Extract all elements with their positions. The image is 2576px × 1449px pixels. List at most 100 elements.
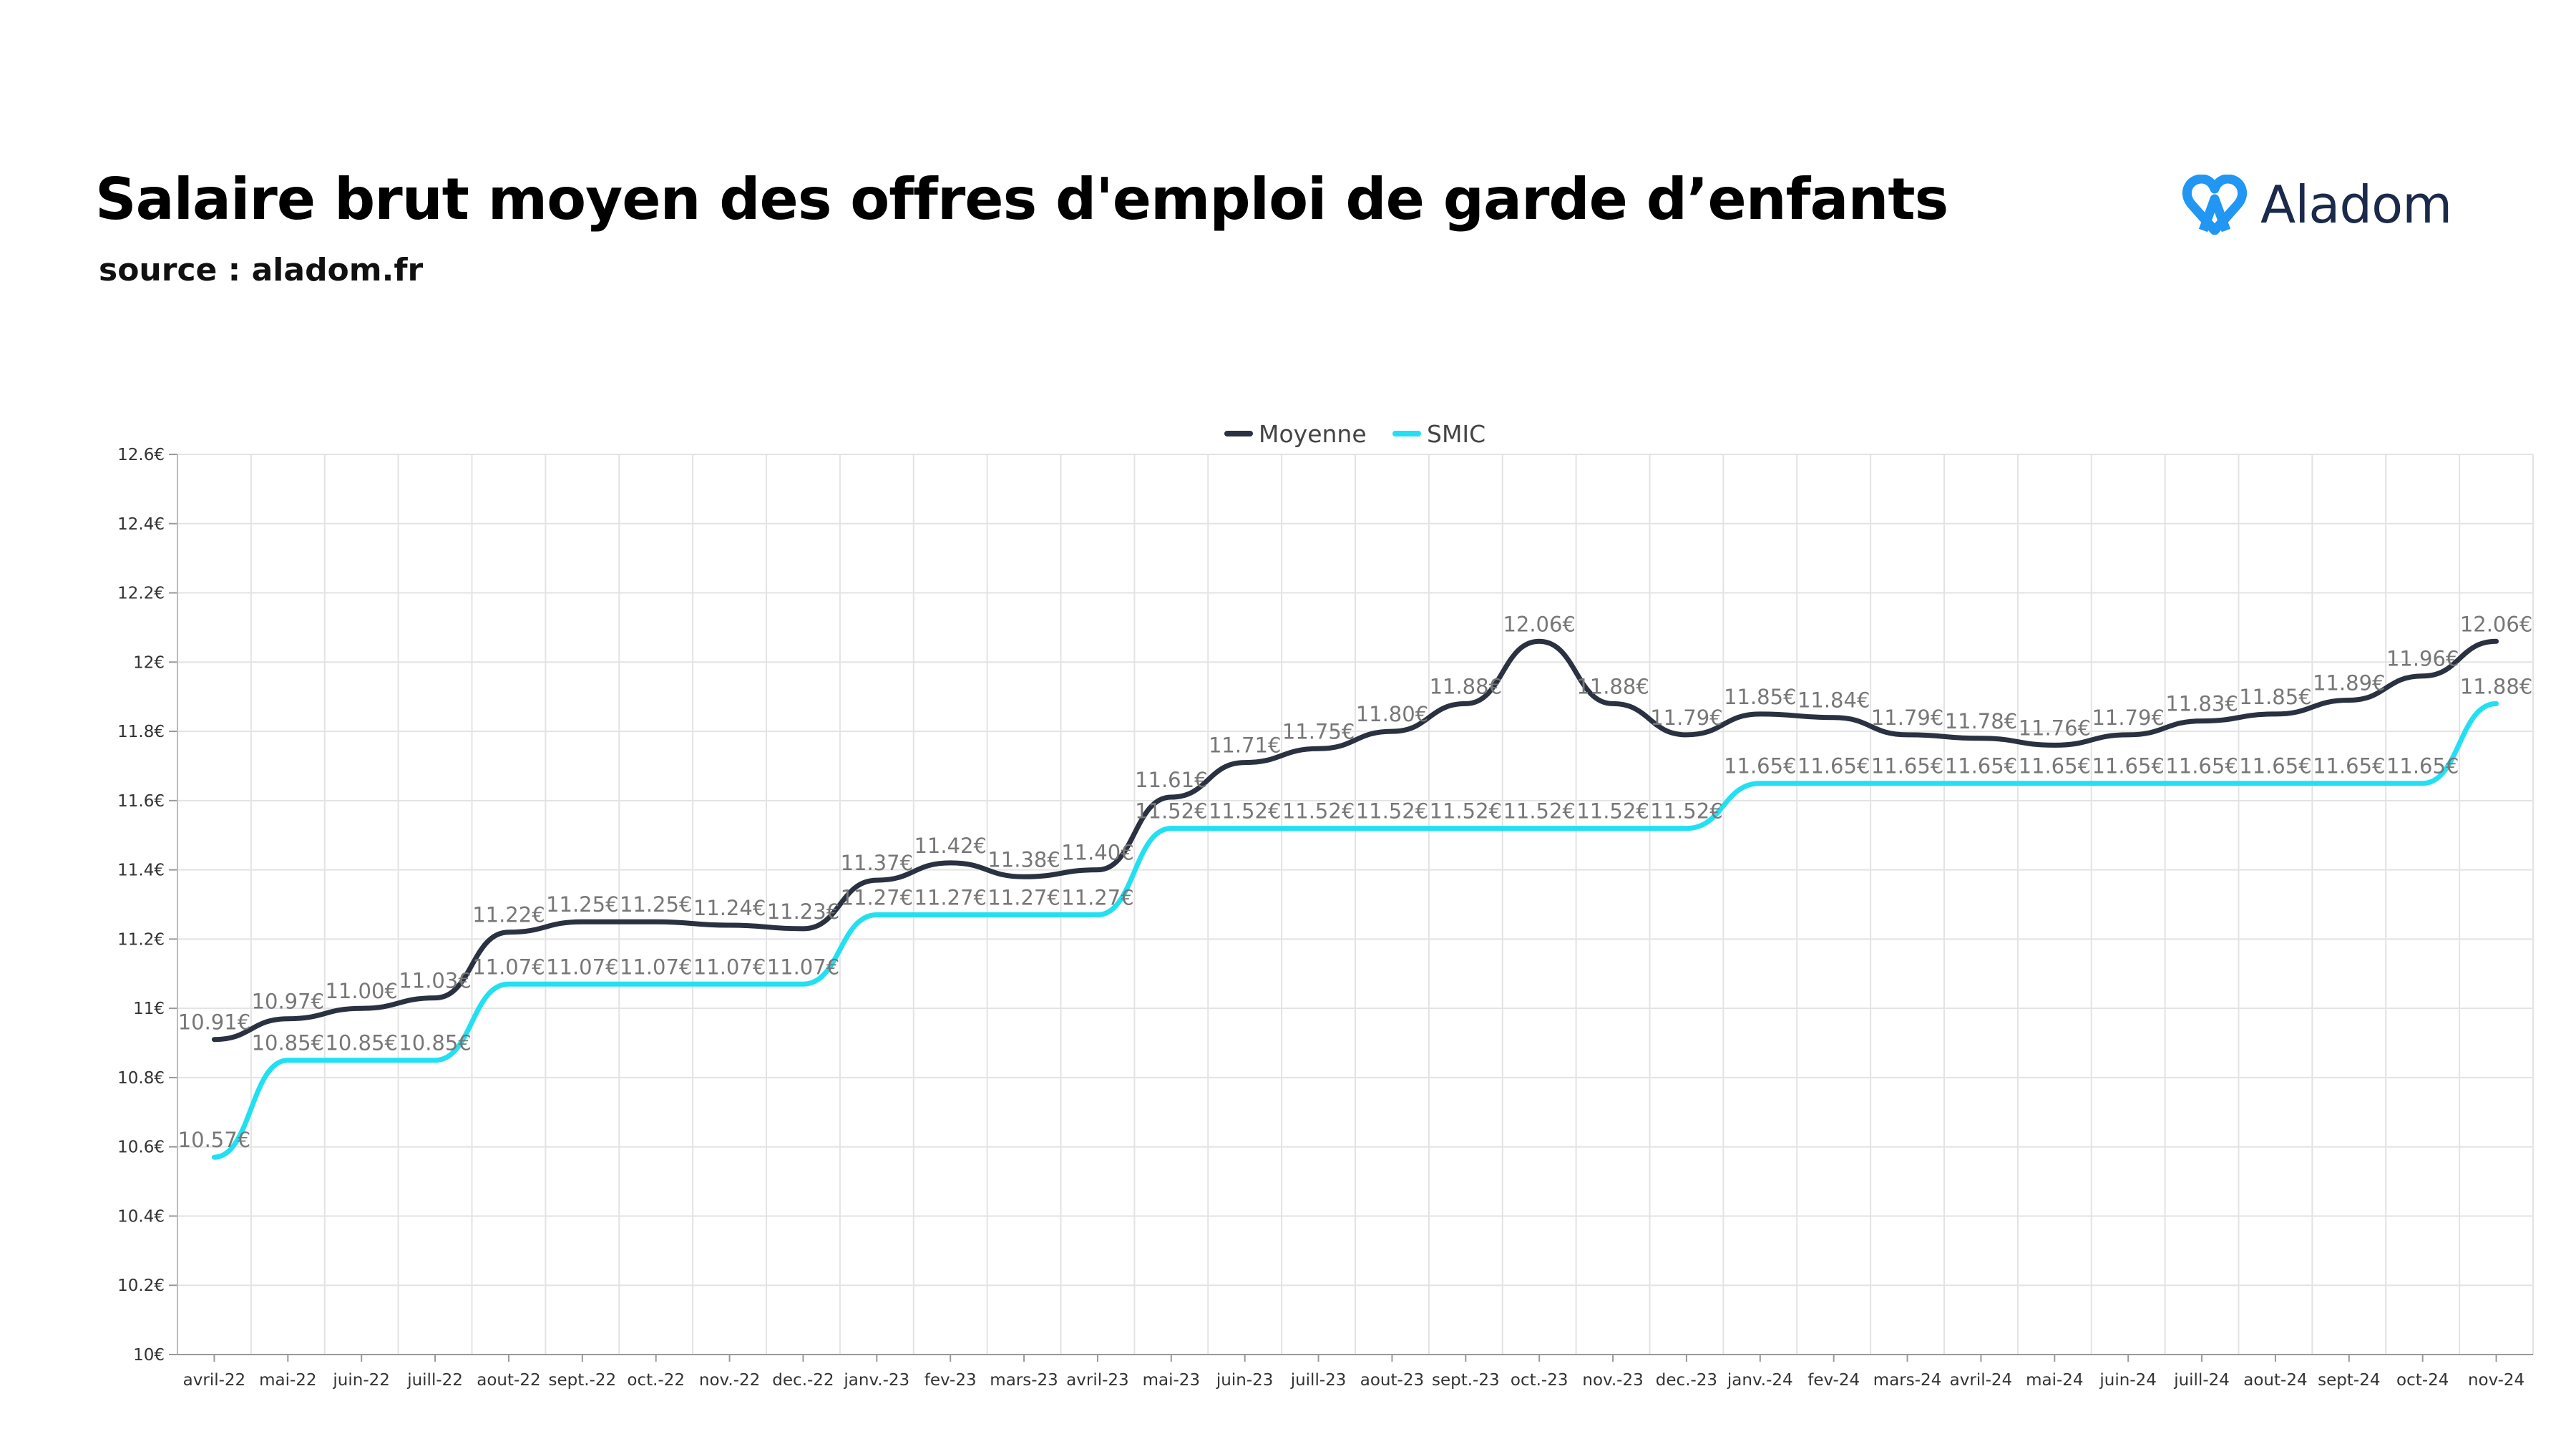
smic-data-label: 11.07€ bbox=[620, 955, 692, 979]
source-note: source : aladom.fr bbox=[99, 252, 424, 288]
y-tick-label: 12.4€ bbox=[117, 515, 165, 534]
moyenne-data-label: 11.40€ bbox=[1061, 841, 1133, 865]
y-axis: 10€ 10.2€ 10.4€ 10.6€ 10.8€ 11€ 11.2€ 11.4€ 11.6… bbox=[117, 446, 178, 1365]
smic-data-label: 10.57€ bbox=[178, 1128, 250, 1152]
moyenne-data-label: 11.37€ bbox=[841, 851, 913, 875]
legend-label-smic: SMIC bbox=[1427, 420, 1485, 448]
x-tick-label: aout-22 bbox=[477, 1371, 540, 1390]
smic-data-label: 10.85€ bbox=[252, 1031, 324, 1055]
smic-data-label: 11.27€ bbox=[987, 886, 1060, 910]
y-tick-label: 10.2€ bbox=[117, 1277, 165, 1295]
smic-data-label: 11.88€ bbox=[2460, 674, 2532, 698]
moyenne-data-label: 11.75€ bbox=[1282, 719, 1355, 743]
y-tick-label: 11.4€ bbox=[117, 862, 165, 880]
legend-label-moyenne: Moyenne bbox=[1259, 420, 1367, 448]
moyenne-data-label: 11.23€ bbox=[767, 899, 839, 924]
smic-data-label: 11.07€ bbox=[693, 955, 766, 979]
x-tick-label: sept-24 bbox=[2318, 1371, 2380, 1390]
smic-data-label: 11.65€ bbox=[2092, 754, 2164, 779]
moyenne-data-label: 11.80€ bbox=[1356, 702, 1428, 726]
x-tick-label: fev-23 bbox=[924, 1371, 977, 1390]
smic-data-label: 11.65€ bbox=[2165, 754, 2238, 779]
brand-name: Aladom bbox=[2260, 175, 2452, 235]
x-tick-label: mai-23 bbox=[1143, 1371, 1200, 1390]
moyenne-data-label: 11.76€ bbox=[2019, 716, 2091, 740]
smic-data-label: 11.52€ bbox=[1650, 799, 1722, 824]
x-tick-label: mars-24 bbox=[1873, 1371, 1942, 1390]
smic-data-label: 11.52€ bbox=[1356, 799, 1428, 824]
moyenne-data-label: 11.61€ bbox=[1135, 768, 1207, 792]
x-tick-label: oct-24 bbox=[2396, 1371, 2449, 1390]
x-axis: avril-22 mai-22 juin-22 juill-22 aout-22 sept… bbox=[177, 1354, 2533, 1390]
y-tick-label: 11€ bbox=[133, 1000, 165, 1018]
x-tick-label: aout-24 bbox=[2243, 1371, 2307, 1390]
moyenne-data-label: 11.85€ bbox=[1724, 685, 1796, 709]
x-tick-label: janv.-23 bbox=[843, 1371, 909, 1390]
smic-data-label: 10.85€ bbox=[325, 1031, 397, 1055]
smic-data-label: 11.65€ bbox=[1724, 754, 1796, 779]
smic-data-label: 11.07€ bbox=[767, 955, 839, 979]
x-tick-label: mars-23 bbox=[990, 1371, 1058, 1390]
x-tick-label: sept.-22 bbox=[548, 1371, 616, 1390]
x-tick-label: nov.-22 bbox=[699, 1371, 760, 1390]
x-tick-label: avril-23 bbox=[1066, 1371, 1129, 1390]
chart-lines bbox=[211, 638, 2499, 1160]
moyenne-data-label: 10.97€ bbox=[252, 990, 324, 1014]
y-tick-label: 11.8€ bbox=[117, 723, 165, 741]
moyenne-data-label: 11.79€ bbox=[2092, 706, 2164, 730]
moyenne-data-label: 11.71€ bbox=[1209, 733, 1281, 758]
smic-data-label: 11.52€ bbox=[1135, 799, 1207, 824]
moyenne-data-label: 11.88€ bbox=[1430, 674, 1502, 698]
smic-data-label: 11.27€ bbox=[1061, 886, 1133, 910]
moyenne-data-label: 11.38€ bbox=[987, 847, 1060, 872]
smic-data-label: 11.65€ bbox=[1945, 754, 2017, 779]
aladom-logo-icon bbox=[2182, 175, 2247, 235]
x-tick-label: juill-24 bbox=[2173, 1371, 2230, 1390]
moyenne-line bbox=[211, 638, 2499, 1043]
y-tick-label: 10.6€ bbox=[117, 1138, 165, 1157]
y-tick-label: 10.8€ bbox=[117, 1069, 165, 1088]
x-tick-label: juin-22 bbox=[332, 1371, 390, 1390]
smic-data-label: 11.52€ bbox=[1503, 799, 1575, 824]
moyenne-data-label: 11.78€ bbox=[1945, 709, 2017, 733]
x-tick-label: dec.-23 bbox=[1656, 1371, 1717, 1390]
x-tick-label: aout-23 bbox=[1360, 1371, 1424, 1390]
x-tick-label: juin-23 bbox=[1216, 1371, 1274, 1390]
x-tick-label: nov-24 bbox=[2468, 1371, 2524, 1390]
smic-data-label: 11.65€ bbox=[2386, 754, 2459, 779]
x-tick-label: dec.-22 bbox=[772, 1371, 834, 1390]
x-tick-label: oct.-23 bbox=[1511, 1371, 1568, 1390]
x-tick-label: oct.-22 bbox=[627, 1371, 685, 1390]
page-title: Salaire brut moyen des offres d'emploi d… bbox=[95, 166, 1948, 233]
smic-data-label: 11.65€ bbox=[2019, 754, 2091, 779]
y-tick-label: 12.2€ bbox=[117, 585, 165, 603]
y-tick-label: 11.2€ bbox=[117, 930, 165, 949]
smic-data-label: 11.65€ bbox=[2313, 754, 2385, 779]
x-tick-label: fev-24 bbox=[1807, 1371, 1860, 1390]
moyenne-data-label: 11.22€ bbox=[472, 903, 545, 927]
smic-data-label: 11.65€ bbox=[2239, 754, 2311, 779]
moyenne-data-label: 11.79€ bbox=[1650, 706, 1722, 730]
data-labels: 10.91€10.97€ 11.00€ 11.03€11.22€ 11.25€ 11.2… bbox=[178, 612, 2533, 1152]
moyenne-data-label: 11.96€ bbox=[2386, 647, 2459, 671]
y-tick-label: 10.4€ bbox=[117, 1207, 165, 1226]
x-tick-label: sept.-23 bbox=[1432, 1371, 1500, 1390]
moyenne-data-label: 11.00€ bbox=[325, 979, 397, 1003]
moyenne-data-label: 11.42€ bbox=[914, 834, 986, 858]
smic-data-label: 10.85€ bbox=[399, 1031, 471, 1055]
moyenne-data-label: 12.06€ bbox=[2460, 612, 2532, 636]
moyenne-data-label: 11.85€ bbox=[2239, 685, 2311, 709]
x-tick-label: nov.-23 bbox=[1582, 1371, 1643, 1390]
x-tick-label: mai-22 bbox=[259, 1371, 316, 1390]
y-tick-label: 11.6€ bbox=[117, 792, 165, 811]
smic-data-label: 11.52€ bbox=[1430, 799, 1502, 824]
smic-data-label: 11.65€ bbox=[1871, 754, 1943, 779]
moyenne-data-label: 11.88€ bbox=[1576, 674, 1649, 698]
x-tick-label: juin-24 bbox=[2099, 1371, 2157, 1390]
smic-data-label: 11.65€ bbox=[1797, 754, 1870, 779]
smic-data-label: 11.07€ bbox=[546, 955, 618, 979]
x-tick-label: juill-23 bbox=[1290, 1371, 1347, 1390]
x-tick-label: avril-24 bbox=[1950, 1371, 2013, 1390]
moyenne-data-label: 11.83€ bbox=[2165, 692, 2238, 716]
